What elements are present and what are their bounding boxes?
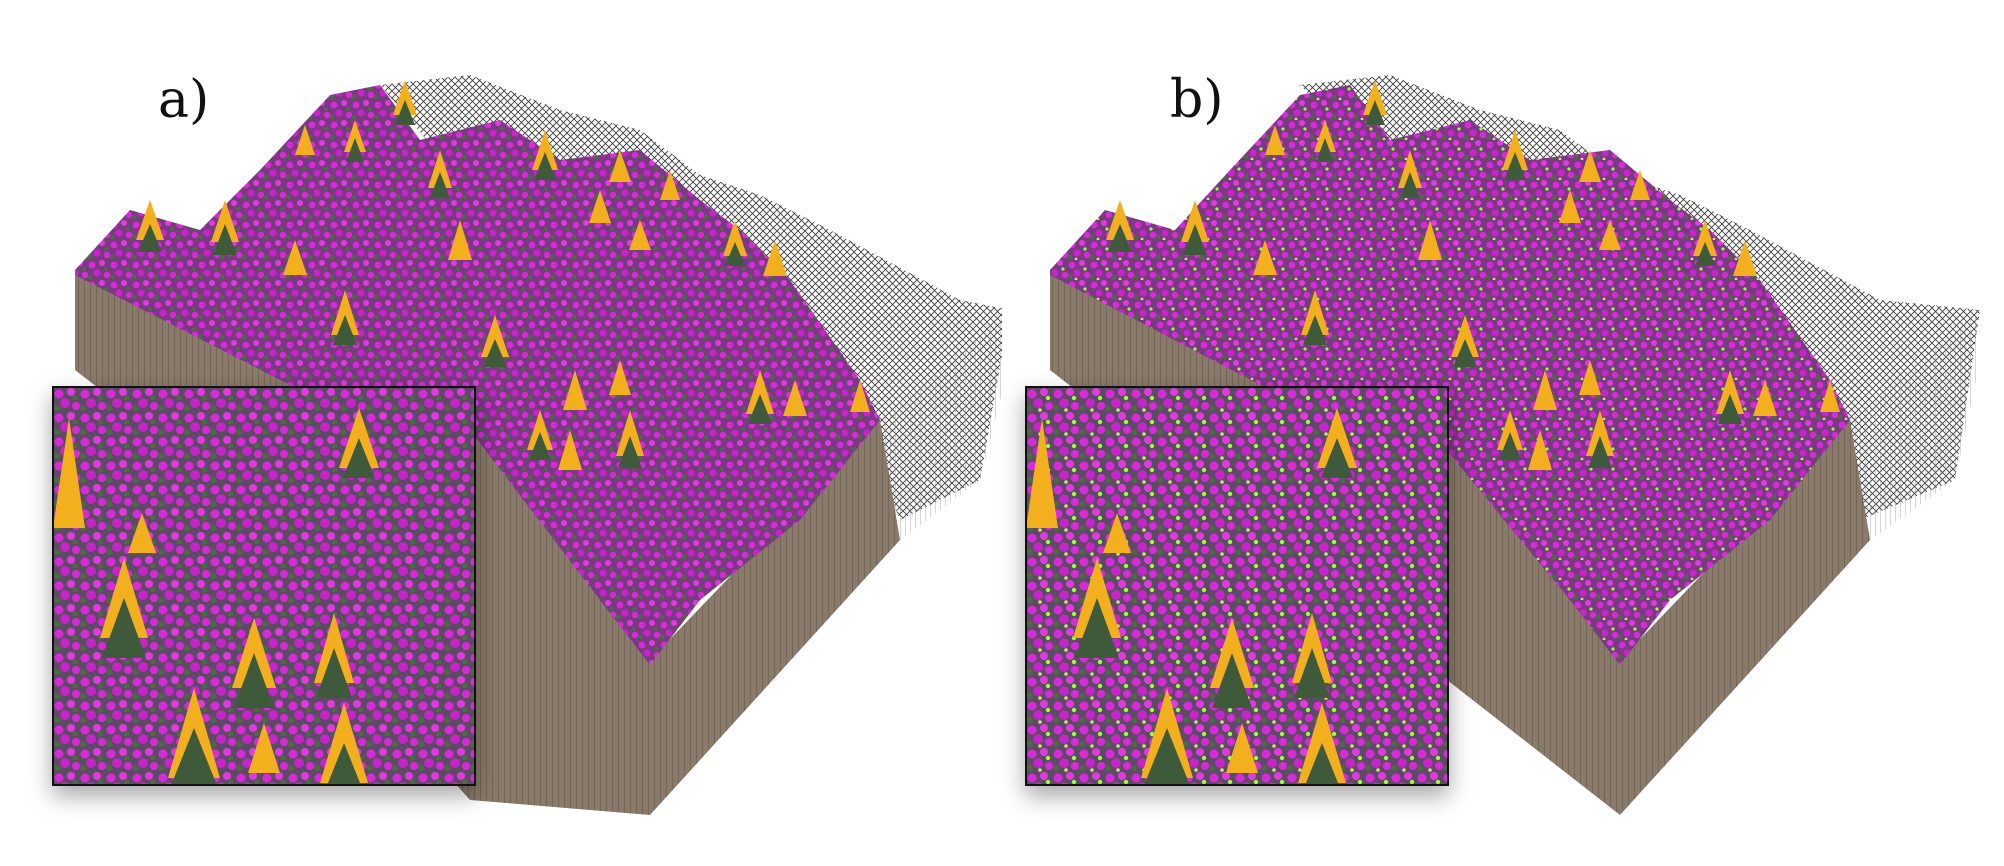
inset-trees bbox=[54, 408, 379, 784]
inset-trees bbox=[1027, 408, 1357, 784]
inset-closeup bbox=[1027, 388, 1447, 784]
panel-label: b) bbox=[1170, 70, 1224, 130]
zoom-inset bbox=[1025, 386, 1449, 786]
inset-closeup bbox=[54, 388, 474, 784]
wireframe-side bbox=[880, 316, 1002, 540]
panel-b: b) bbox=[980, 0, 1982, 866]
terrain-side-right bbox=[650, 420, 900, 815]
vegetated-surface bbox=[75, 85, 880, 665]
vegetated-surface bbox=[1050, 85, 1850, 665]
panel-a: a) bbox=[52, 70, 1002, 815]
trees bbox=[136, 80, 870, 470]
zoom-inset bbox=[52, 386, 476, 786]
panel-label: a) bbox=[158, 70, 210, 130]
trees bbox=[1106, 80, 1840, 470]
terrain-side-right bbox=[1620, 420, 1870, 815]
wireframe-side bbox=[1850, 310, 1980, 540]
